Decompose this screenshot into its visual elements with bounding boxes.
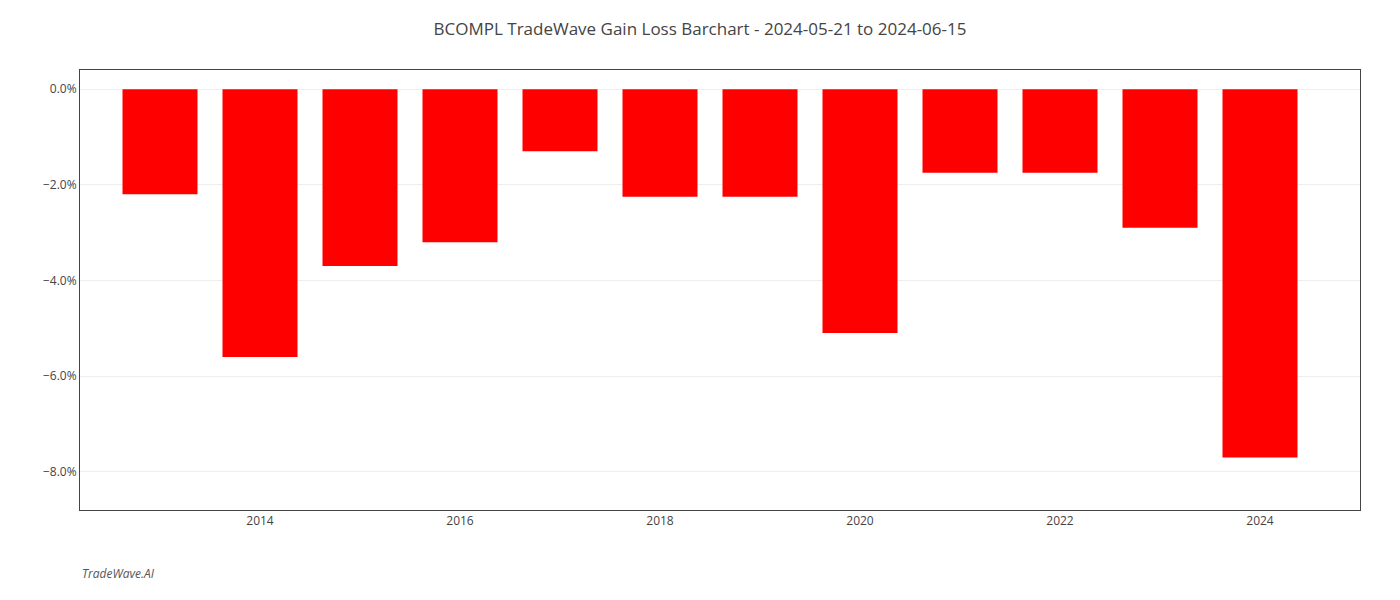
svg-text:−6.0%: −6.0% — [43, 367, 77, 384]
svg-text:−2.0%: −2.0% — [43, 176, 77, 193]
svg-text:2020: 2020 — [846, 512, 874, 529]
svg-text:BCOMPL TradeWave Gain Loss Bar: BCOMPL TradeWave Gain Loss Barchart - 20… — [434, 17, 967, 40]
svg-text:2022: 2022 — [1046, 512, 1074, 529]
svg-text:−8.0%: −8.0% — [43, 463, 77, 480]
svg-text:2018: 2018 — [646, 512, 674, 529]
svg-text:2024: 2024 — [1246, 512, 1274, 529]
svg-text:2016: 2016 — [446, 512, 474, 529]
svg-text:−4.0%: −4.0% — [43, 272, 77, 289]
svg-text:0.0%: 0.0% — [50, 80, 77, 97]
svg-text:2014: 2014 — [246, 512, 274, 529]
svg-text:TradeWave.AI: TradeWave.AI — [82, 565, 155, 582]
